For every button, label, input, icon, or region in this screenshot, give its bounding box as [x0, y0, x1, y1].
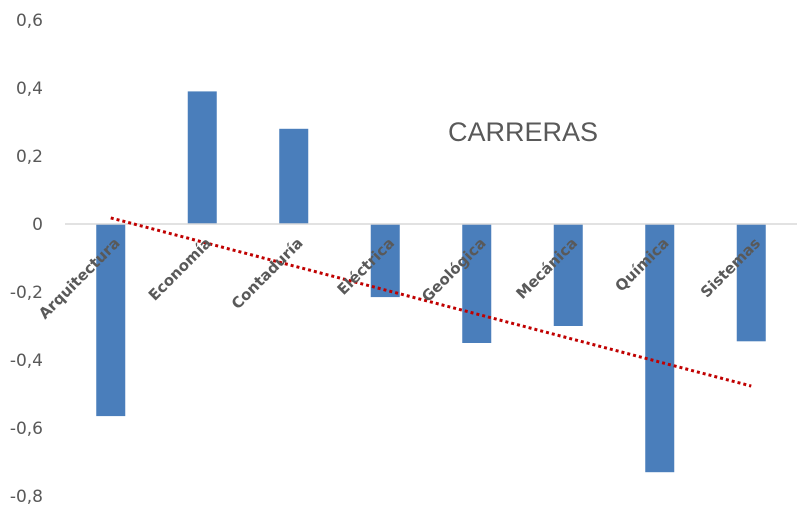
trendline	[110, 216, 752, 388]
y-tick-label: -0,6	[10, 419, 43, 439]
bar	[96, 224, 126, 417]
y-tick-label: 0	[32, 215, 43, 235]
x-category-label: Economía	[145, 234, 215, 304]
y-tick-label: 0,2	[16, 147, 43, 167]
bar	[645, 224, 675, 473]
y-tick-label: 0,4	[16, 79, 43, 99]
bar	[462, 224, 492, 343]
bar	[370, 224, 400, 298]
y-tick-label: -0,4	[10, 351, 43, 371]
x-category-label: Contaduría	[228, 234, 307, 313]
y-tick-label: -0,2	[10, 283, 43, 303]
y-tick-label: 0,6	[16, 11, 43, 31]
bar	[736, 224, 766, 342]
bar	[279, 128, 309, 224]
bar	[553, 224, 583, 326]
bar	[187, 91, 217, 225]
chart-title: CARRERAS	[448, 117, 598, 147]
y-tick-label: -0,8	[10, 487, 43, 506]
